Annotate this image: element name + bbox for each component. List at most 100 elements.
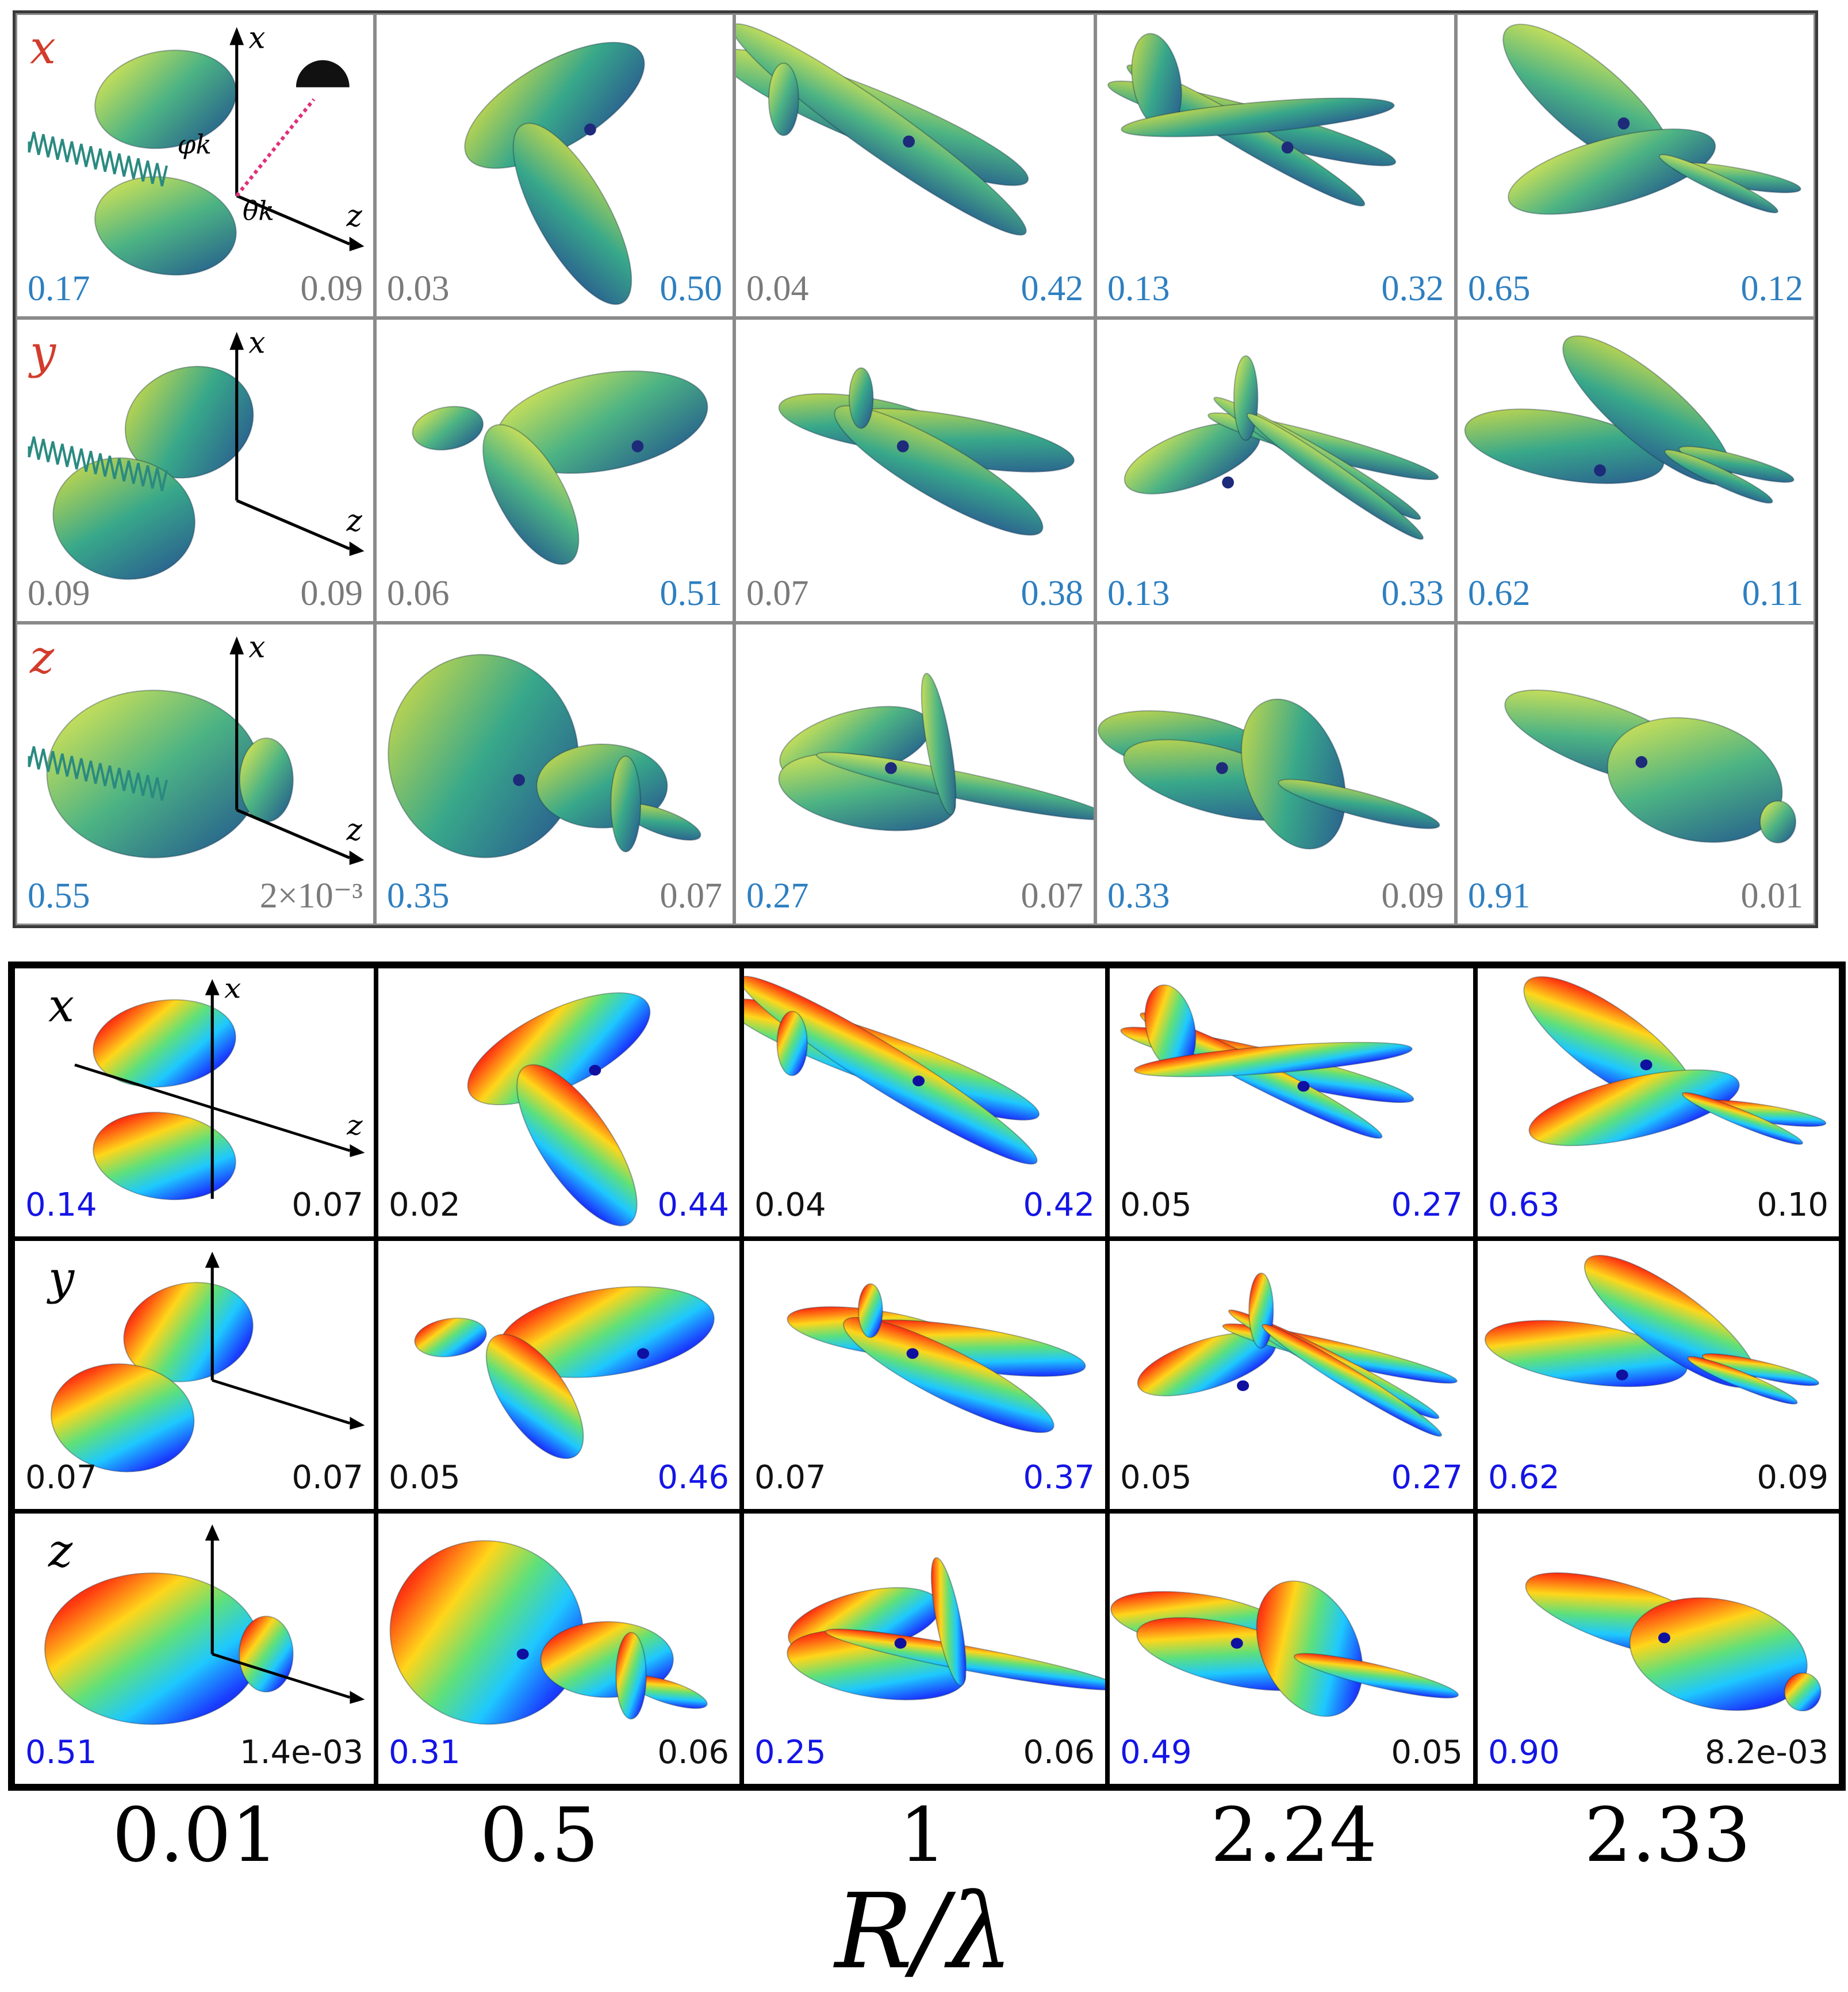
axis-label-z: z: [346, 503, 363, 538]
top-panel: x z φk θk x 0.17 0.09 0.03 0.50 0.04 0.42 0.13 0.32 0…: [13, 10, 1818, 928]
radiation-pattern: [787, 1283, 1086, 1433]
pattern-origin: [1617, 117, 1630, 130]
pattern-origin: [1297, 1081, 1310, 1092]
top-cell-r0-c3: 0.13 0.32: [1095, 13, 1456, 318]
right-value: 0.42: [1023, 1186, 1095, 1224]
top-cell-r2-c4: 0.91 0.01: [1456, 623, 1815, 925]
left-value: 0.05: [1120, 1186, 1192, 1224]
pattern-lobe: [516, 1064, 638, 1227]
pattern-lobe: [467, 992, 651, 1106]
radiation-pattern: [1502, 24, 1801, 215]
radiation-pattern: [1484, 1255, 1820, 1405]
pattern-lobe: [1759, 800, 1797, 844]
x-tick-3: 2.24: [1210, 1791, 1377, 1879]
pattern-lobe: [1464, 408, 1665, 484]
pattern-origin: [1230, 1638, 1243, 1649]
pattern-lobe: [1658, 154, 1778, 213]
right-value: 0.06: [1023, 1734, 1095, 1771]
right-value: 0.27: [1391, 1186, 1463, 1224]
left-value: 0.09: [28, 574, 90, 613]
left-value: 0.55: [28, 876, 90, 915]
pattern-origin: [1216, 762, 1228, 774]
pattern-lobe: [412, 405, 484, 451]
bottom-cell-r2-c2: 0.25 0.06: [742, 1511, 1107, 1786]
pattern-lobe: [388, 654, 580, 859]
left-value: 0.04: [754, 1186, 826, 1224]
pattern-lobe: [124, 366, 254, 479]
pattern-origin: [896, 440, 909, 453]
right-value: 0.05: [1391, 1734, 1463, 1771]
arrowhead-icon: [205, 979, 220, 995]
axis-label-x: x: [248, 325, 265, 360]
radiation-pattern: [467, 992, 651, 1227]
pattern-lobe: [52, 457, 195, 580]
radiation-pattern: [778, 673, 1094, 832]
z-axis-arrow: [236, 809, 350, 859]
right-value: 0.44: [657, 1186, 729, 1224]
right-value: 0.37: [1023, 1459, 1095, 1496]
left-value: 0.51: [25, 1734, 97, 1771]
right-value: 0.38: [1021, 574, 1084, 613]
pattern-lobe: [414, 1317, 487, 1358]
left-value: 0.06: [387, 574, 450, 613]
pattern-origin: [903, 135, 915, 148]
pattern-lobe: [1121, 97, 1395, 137]
pattern-lobe: [843, 1317, 1055, 1433]
left-value: 0.14: [25, 1186, 97, 1224]
pattern-origin: [1594, 464, 1606, 477]
pattern-lobe: [123, 1282, 254, 1382]
axis-label-z: z: [346, 198, 363, 233]
left-value: 0.65: [1468, 269, 1531, 308]
pattern-origin: [1640, 1059, 1653, 1071]
left-value: 0.25: [754, 1734, 826, 1771]
radiation-pattern: [50, 1251, 365, 1473]
radiation-pattern: [1464, 335, 1795, 504]
radiation-pattern: [1107, 33, 1397, 207]
right-value: 0.27: [1391, 1459, 1463, 1496]
pattern-lobe: [1678, 446, 1795, 483]
z-axis-arrow: [212, 1379, 351, 1425]
pattern-lobe: [1256, 1580, 1363, 1717]
bottom-cell-r2-c0: z 0.51 1.4e-03: [13, 1511, 376, 1786]
pattern-origin: [513, 774, 525, 786]
arrowhead-icon: [349, 541, 365, 556]
left-value: 0.03: [387, 269, 450, 308]
left-value: 0.05: [389, 1459, 461, 1496]
right-value: 8.2e-03: [1705, 1734, 1828, 1771]
bottom-cell-r2-c3: 0.49 0.05: [1107, 1511, 1475, 1786]
radiation-pattern: [736, 23, 1029, 236]
axis-label-x: x: [248, 630, 265, 665]
bottom-cell-r1-c4: 0.62 0.09: [1475, 1239, 1841, 1511]
x-tick-4: 2.33: [1584, 1791, 1751, 1879]
pattern-origin: [631, 440, 644, 453]
right-value: 2×10⁻³: [259, 876, 363, 915]
bottom-cell-r2-c1: 0.31 0.06: [376, 1511, 742, 1786]
right-value: 1.4e-03: [240, 1734, 363, 1771]
pattern-lobe: [512, 122, 632, 305]
pattern-lobe: [94, 176, 237, 276]
pattern-origin: [913, 1075, 925, 1087]
pattern-origin: [885, 762, 897, 774]
pattern-origin: [516, 1649, 529, 1660]
arrowhead-icon: [349, 236, 365, 251]
pattern-lobe: [1484, 1320, 1688, 1388]
top-cell-r0-c1: 0.03 0.50: [375, 13, 734, 318]
radiation-pattern: [787, 1557, 1105, 1700]
top-cell-r0-c0: x z φk θk x 0.17 0.09: [16, 13, 375, 318]
axis-label-z: z: [346, 1110, 363, 1141]
pattern-origin: [1658, 1632, 1670, 1644]
left-value: 0.02: [389, 1186, 461, 1224]
pattern-lobe: [389, 1540, 584, 1725]
radiation-pattern: [1137, 1272, 1458, 1437]
x-tick-1: 0.5: [480, 1791, 599, 1879]
top-cell-r1-c3: 0.13 0.33: [1095, 318, 1456, 623]
theta-k-label: θk: [243, 196, 274, 226]
right-value: 0.07: [292, 1459, 363, 1496]
right-value: 0.32: [1381, 269, 1444, 308]
pattern-lobe: [930, 1557, 967, 1687]
pattern-lobe: [1133, 1041, 1413, 1078]
pattern-origin: [589, 1064, 601, 1076]
pattern-lobe: [50, 1363, 195, 1473]
pattern-lobe: [44, 1572, 261, 1725]
pattern-lobe: [1246, 413, 1424, 540]
